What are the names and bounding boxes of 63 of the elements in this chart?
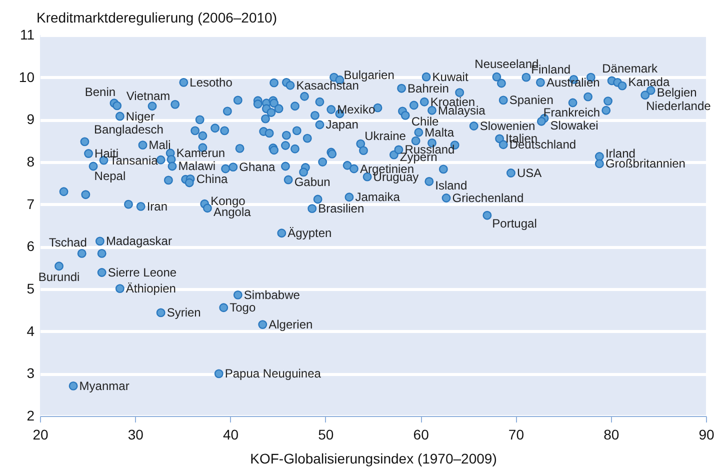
annotation: Iran <box>146 199 168 214</box>
annotation: Lesotho <box>190 75 233 90</box>
y-tick-label: 3 <box>26 365 35 382</box>
annotation: Papua Neuguinea <box>224 366 322 381</box>
y-tick-label: 10 <box>18 68 35 85</box>
x-tick-label: 90 <box>698 426 714 442</box>
y-axis-title: Kreditmarktderegulierung (2006–2010) <box>36 10 277 26</box>
annotation: Bahrein <box>408 81 449 96</box>
annotation: Griechenland <box>452 190 524 205</box>
annotation: Slowakei <box>550 118 598 132</box>
annotation: Niederlande <box>646 99 712 114</box>
annotation: Vietnam <box>126 89 170 104</box>
annotation: Niger <box>126 109 155 124</box>
y-tick-label: 2 <box>26 408 35 424</box>
annotation: Gabun <box>294 174 330 189</box>
annotation: USA <box>516 166 542 180</box>
annotation: Kamerun <box>176 146 226 160</box>
y-tick-label: 6 <box>26 238 35 254</box>
annotation: Bangladesch <box>94 122 164 137</box>
x-axis-title: KOF-Globalisierungsindex (1970–2009) <box>250 450 497 466</box>
y-tick-label: 11 <box>20 26 35 42</box>
annotation: Togo <box>230 300 256 315</box>
annotation: Japan <box>326 118 358 132</box>
annotation: Dänemark <box>602 62 658 76</box>
annotation: Jamaika <box>355 190 400 204</box>
annotation: Myanmar <box>79 378 130 393</box>
annotation: Benin <box>84 85 116 100</box>
x-tick-label: 50 <box>318 426 334 442</box>
y-tick-label: 8 <box>26 154 35 170</box>
annotation: Spanien <box>509 93 554 108</box>
annotation: Ägypten <box>288 226 332 240</box>
annotation: Ukraine <box>364 128 406 143</box>
annotation: China <box>196 172 228 186</box>
annotation: Island <box>435 178 468 192</box>
annotation: Australien <box>546 75 600 90</box>
annotation: Frankreich <box>543 105 600 120</box>
y-tick-label: 4 <box>26 322 35 339</box>
annotation: Nepal <box>94 169 126 184</box>
y-tick-label: 9 <box>26 111 35 128</box>
y-tick-label: 7 <box>26 196 35 212</box>
annotation: Burundi <box>38 270 80 284</box>
annotation: Ghana <box>239 160 276 174</box>
x-tick-label: 60 <box>413 426 430 442</box>
annotation: Portugal <box>492 216 537 230</box>
annotation: Madagaskar <box>106 234 172 248</box>
annotation: Syrien <box>166 306 201 320</box>
annotation: Äthiopien <box>126 282 176 296</box>
x-tick-label: 70 <box>508 426 524 442</box>
annotation: Kongo <box>210 194 246 208</box>
x-tick-label: 20 <box>32 426 48 442</box>
annotation: Brasilien <box>318 202 364 216</box>
x-tick-label: 30 <box>128 426 144 442</box>
annotation: Slowenien <box>480 119 536 134</box>
y-tick-label: 5 <box>26 280 35 296</box>
annotation: Mali <box>148 138 171 152</box>
annotation: Sierre Leone <box>108 265 177 280</box>
annotation: Kuwait <box>432 70 469 84</box>
annotation: Malawi <box>178 159 216 174</box>
annotation: Simbabwe <box>244 288 300 302</box>
annotation: Algerien <box>268 318 313 332</box>
x-tick-label: 40 <box>222 426 239 442</box>
x-tick-label: 80 <box>604 426 620 442</box>
annotation: Tschad <box>48 235 87 250</box>
